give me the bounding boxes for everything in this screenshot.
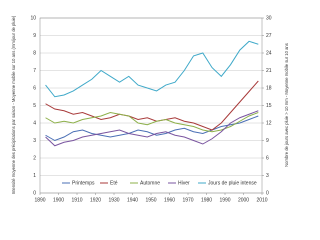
legend-label: Printemps xyxy=(72,180,95,186)
series-line xyxy=(45,115,259,142)
y-tick-label: 4 xyxy=(33,120,36,126)
y-tick-label: 10 xyxy=(30,15,36,21)
y-tick-label: 3 xyxy=(33,138,36,144)
x-tick-label: 1970 xyxy=(182,197,193,203)
y2-tick-label: 0 xyxy=(266,190,269,196)
series-line xyxy=(45,80,259,131)
x-tick-label: 1980 xyxy=(201,197,212,203)
y-tick-label: 6 xyxy=(33,85,36,91)
y-tick-label: 2 xyxy=(33,155,36,161)
chart: Intensité moyenne des précipitations par… xyxy=(0,0,300,225)
x-tick-label: 1890 xyxy=(34,197,45,203)
y-tick-label: 5 xyxy=(33,103,36,109)
x-tick-label: 1960 xyxy=(164,197,175,203)
y-tick-label: 1 xyxy=(33,173,36,179)
y2-tick-label: 18 xyxy=(266,85,272,91)
y-axis-title: Intensité moyenne des précipitations par… xyxy=(11,15,16,194)
legend-label: Automne xyxy=(140,180,160,186)
y-tick-label: 0 xyxy=(33,190,36,196)
x-tick-label: 1940 xyxy=(127,197,138,203)
y2-tick-label: 6 xyxy=(266,155,269,161)
legend-label: Eté xyxy=(110,180,118,186)
plot-frame xyxy=(39,17,263,194)
y-tick-label: 9 xyxy=(33,33,36,39)
legend-label: Jours de pluie intense xyxy=(208,180,257,186)
y-tick-label: 8 xyxy=(33,50,36,56)
series-line xyxy=(45,110,259,147)
x-tick-label: 1920 xyxy=(90,197,101,203)
x-tick-label: 2000 xyxy=(238,197,249,203)
x-tick-label: 1900 xyxy=(53,197,64,203)
y2-axis-title: Nombre de jours avec pluie > 10 mm - Moy… xyxy=(284,43,289,167)
x-tick-label: 1990 xyxy=(219,197,230,203)
x-tick-label: 1950 xyxy=(145,197,156,203)
y2-tick-label: 21 xyxy=(266,68,272,74)
legend-label: Hiver xyxy=(178,180,190,186)
y2-tick-label: 12 xyxy=(266,120,272,126)
y2-tick-label: 15 xyxy=(266,103,272,109)
background xyxy=(0,0,300,225)
x-tick-label: 1930 xyxy=(108,197,119,203)
y-tick-label: 7 xyxy=(33,68,36,74)
y2-tick-label: 30 xyxy=(266,15,272,21)
y2-tick-label: 3 xyxy=(266,173,269,179)
x-tick-label: 2010 xyxy=(256,197,267,203)
x-tick-label: 1910 xyxy=(71,197,82,203)
series-line xyxy=(45,111,259,133)
series-line xyxy=(45,40,259,98)
y2-tick-label: 24 xyxy=(266,50,272,56)
y2-tick-label: 9 xyxy=(266,138,269,144)
y2-tick-label: 27 xyxy=(266,33,272,39)
